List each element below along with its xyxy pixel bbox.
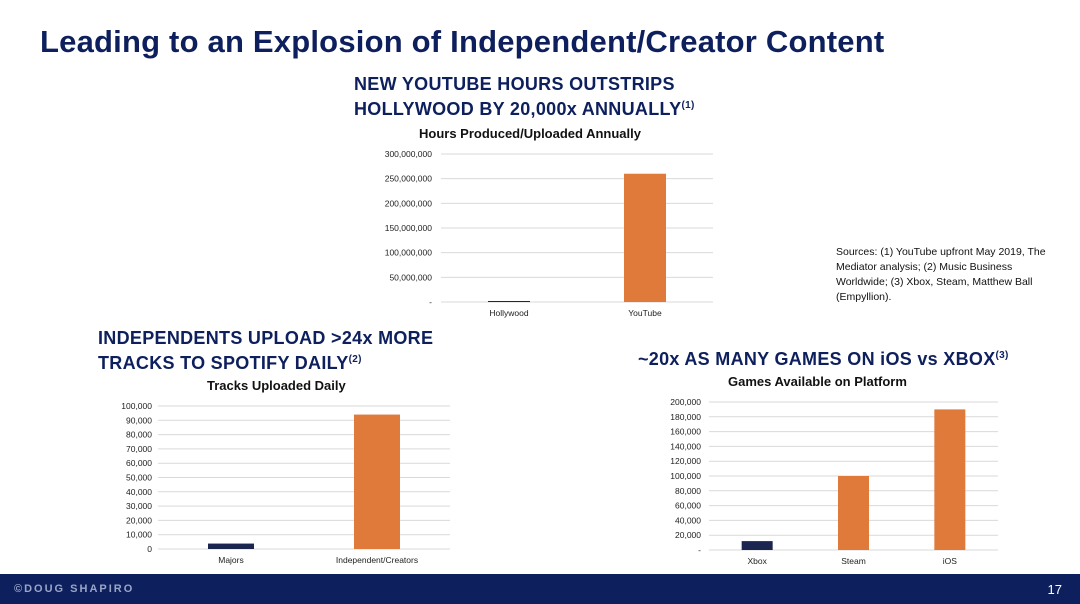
spotify-heading-line1: INDEPENDENTS UPLOAD >24x MORE xyxy=(98,328,434,348)
games-heading: ~20x AS MANY GAMES ON iOS vs XBOX(3) xyxy=(638,345,1009,370)
chart-2-ytick-label: 0 xyxy=(147,544,152,554)
footer-brand: ©DOUG SHAPIRO xyxy=(14,583,135,595)
chart-1-ytick-label: 100,000,000 xyxy=(385,248,433,258)
games-heading-line1: ~20x AS MANY GAMES ON iOS vs XBOX xyxy=(638,349,996,369)
chart-1-ytick-label: - xyxy=(429,297,432,307)
chart-3-ytick-label: 40,000 xyxy=(675,515,701,525)
chart-3-ytick-label: 100,000 xyxy=(670,471,701,481)
spotify-heading-line2-wrap: TRACKS TO SPOTIFY DAILY(2) xyxy=(98,349,433,374)
chart-2-ytick-label: 90,000 xyxy=(126,415,152,425)
sources-note: Sources: (1) YouTube upfront May 2019, T… xyxy=(836,246,1046,303)
youtube-heading-line1: NEW YOUTUBE HOURS OUTSTRIPS xyxy=(354,74,675,94)
games-heading-line1-wrap: ~20x AS MANY GAMES ON iOS vs XBOX(3) xyxy=(638,345,1009,370)
chart-1-title: Hours Produced/Uploaded Annually xyxy=(419,126,641,141)
chart-2-ytick-label: 100,000 xyxy=(121,401,152,411)
chart-3-ytick-label: 200,000 xyxy=(670,397,701,407)
chart-3-ytick-label: 120,000 xyxy=(670,456,701,466)
chart-2-ytick-label: 60,000 xyxy=(126,458,152,468)
chart-3-xtick-label: iOS xyxy=(943,556,958,566)
youtube-heading-line2-wrap: HOLLYWOOD BY 20,000x ANNUALLY(1) xyxy=(354,95,695,120)
chart-3-ytick-label: - xyxy=(698,545,701,555)
footer-bar: ©DOUG SHAPIRO 17 xyxy=(0,574,1080,604)
chart-3-ytick-label: 60,000 xyxy=(675,501,701,511)
spotify-footnote: (2) xyxy=(348,354,362,365)
chart-2-ytick-label: 10,000 xyxy=(126,530,152,540)
chart-2-bar-majors xyxy=(208,543,254,549)
chart-1-xtick-label: YouTube xyxy=(628,308,662,318)
chart-3-xtick-label: Steam xyxy=(841,556,866,566)
chart-1-ytick-label: 150,000,000 xyxy=(385,223,433,233)
chart-2-ytick-label: 80,000 xyxy=(126,430,152,440)
chart-3-ytick-label: 80,000 xyxy=(675,486,701,496)
chart-1-bar-hollywood xyxy=(488,301,530,302)
chart-3-ytick-label: 140,000 xyxy=(670,441,701,451)
chart-1-ytick-label: 300,000,000 xyxy=(385,149,433,159)
chart-1-ytick-label: 250,000,000 xyxy=(385,174,433,184)
chart-1-bar-youtube xyxy=(624,173,666,302)
page-number: 17 xyxy=(1047,582,1062,597)
chart-3-bar-ios xyxy=(934,409,966,550)
slide-title: Leading to an Explosion of Independent/C… xyxy=(40,24,885,59)
chart-2-bar-independent-creators xyxy=(354,414,400,549)
chart-2-ytick-label: 20,000 xyxy=(126,515,152,525)
chart-3-ytick-label: 180,000 xyxy=(670,412,701,422)
chart-2-ytick-label: 40,000 xyxy=(126,487,152,497)
games-footnote: (3) xyxy=(995,350,1009,361)
chart-1-ytick-label: 50,000,000 xyxy=(389,272,432,282)
youtube-heading: NEW YOUTUBE HOURS OUTSTRIPS HOLLYWOOD BY… xyxy=(354,73,695,120)
chart-2-title: Tracks Uploaded Daily xyxy=(207,378,346,393)
chart-2-xtick-label: Majors xyxy=(218,555,244,565)
chart-3-bar-xbox xyxy=(741,541,773,550)
spotify-heading-line2: TRACKS TO SPOTIFY DAILY xyxy=(98,353,349,373)
chart-2-ytick-label: 50,000 xyxy=(126,473,152,483)
chart-3-title: Games Available on Platform xyxy=(728,374,907,389)
chart-2-ytick-label: 70,000 xyxy=(126,444,152,454)
chart-3-bar-steam xyxy=(838,476,869,550)
chart-3-ytick-label: 20,000 xyxy=(675,530,701,540)
chart-1-ytick-label: 200,000,000 xyxy=(385,198,433,208)
youtube-footnote: (1) xyxy=(681,100,695,111)
chart-3-xtick-label: Xbox xyxy=(747,556,767,566)
chart-2-ytick-label: 30,000 xyxy=(126,501,152,511)
spotify-heading: INDEPENDENTS UPLOAD >24x MORE TRACKS TO … xyxy=(98,327,433,374)
chart-2-xtick-label: Independent/Creators xyxy=(336,555,418,565)
chart-3-ytick-label: 160,000 xyxy=(670,427,701,437)
youtube-heading-line2: HOLLYWOOD BY 20,000x ANNUALLY xyxy=(354,99,682,119)
chart-1-xtick-label: Hollywood xyxy=(489,308,528,318)
